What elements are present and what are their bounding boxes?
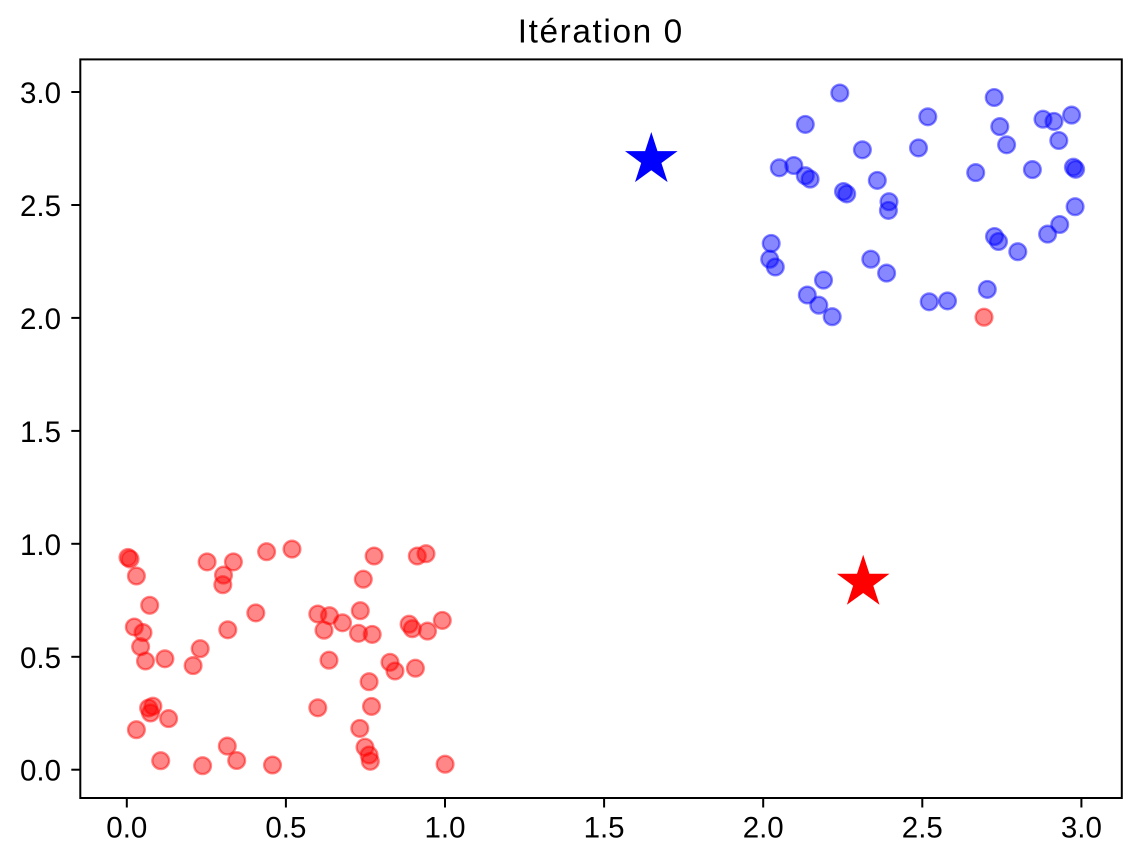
svg-text:2.5: 2.5 xyxy=(20,190,61,223)
svg-text:0.5: 0.5 xyxy=(265,812,306,845)
svg-text:3.0: 3.0 xyxy=(1061,812,1102,845)
svg-text:2.0: 2.0 xyxy=(743,812,784,845)
svg-text:0.0: 0.0 xyxy=(20,755,61,788)
svg-text:2.5: 2.5 xyxy=(902,812,943,845)
svg-text:1.5: 1.5 xyxy=(20,416,61,449)
svg-text:0.5: 0.5 xyxy=(20,642,61,675)
svg-text:1.0: 1.0 xyxy=(424,812,465,845)
svg-text:2.0: 2.0 xyxy=(20,303,61,336)
svg-text:Itération 0: Itération 0 xyxy=(518,14,684,51)
svg-text:1.0: 1.0 xyxy=(20,529,61,562)
svg-text:1.5: 1.5 xyxy=(584,812,625,845)
svg-text:3.0: 3.0 xyxy=(20,77,61,110)
svg-text:0.0: 0.0 xyxy=(106,812,147,845)
